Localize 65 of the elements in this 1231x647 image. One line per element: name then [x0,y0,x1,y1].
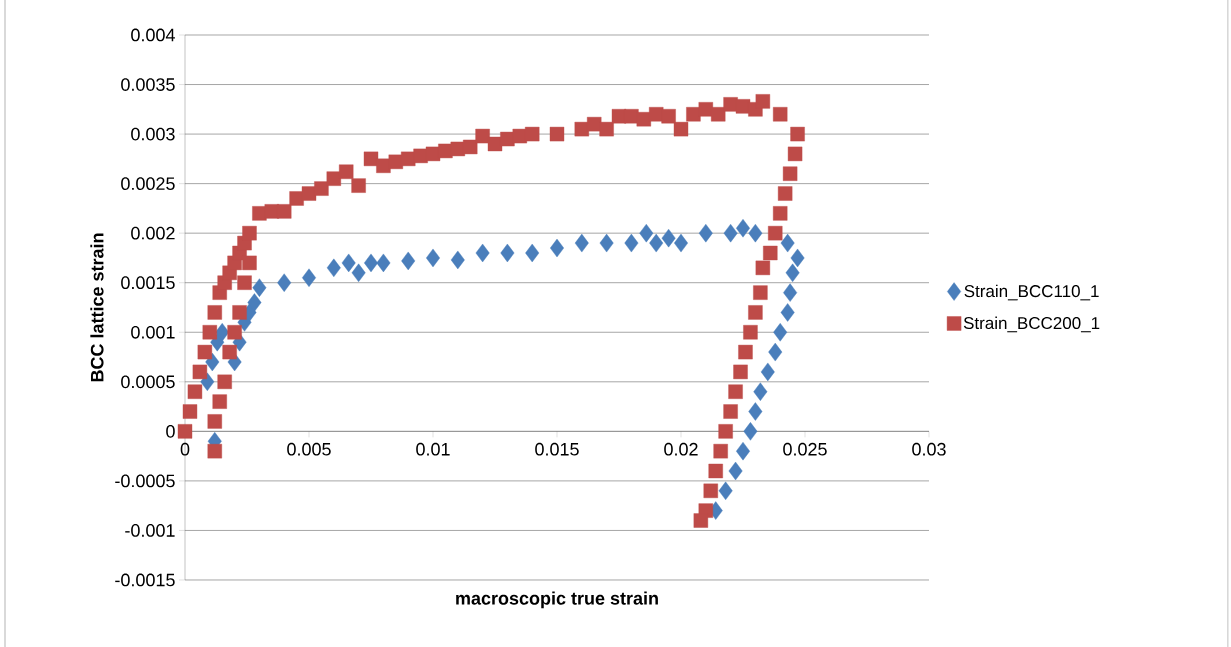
point [728,461,743,481]
point [624,233,639,253]
point [718,481,733,500]
point [401,251,416,271]
x-tick-label: 0.01 [416,442,450,456]
x-tick-label: 0.005 [287,442,331,456]
point [748,402,763,421]
point [753,382,768,401]
legend-label: Strain_BCC110_1 [964,284,1099,301]
point [661,228,676,248]
x-tick-label: 0.015 [535,442,579,456]
x-tick-label: 0.025 [783,442,827,456]
point [500,243,515,263]
y-axis-title: BCC lattice strain [90,233,104,382]
point [723,223,738,243]
point [773,323,788,342]
point [475,243,490,263]
x-tick-label: 0 [180,442,190,456]
point [748,223,763,243]
point [525,243,540,263]
y-tick-label: 0.004 [131,28,175,42]
y-tick-label: 0 [166,424,175,438]
y-tick-label: -0.001 [125,524,175,537]
point [698,223,713,243]
y-tick-label: -0.0005 [115,474,175,488]
y-tick-label: 0.003 [131,127,175,141]
point [302,268,316,287]
y-tick-label: 0.0005 [121,375,175,389]
point [326,258,341,278]
point [277,273,292,292]
point [550,238,564,258]
point [450,250,465,270]
y-tick-label: 0.001 [131,325,175,339]
point [790,248,805,268]
point [639,223,654,243]
y-tick-label: 0.0035 [121,78,175,91]
point [736,441,750,461]
point [341,253,356,273]
y-tick-label: 0.0025 [121,177,175,190]
point [351,263,366,283]
x-tick-label: 0.03 [912,442,946,456]
x-tick-label: 0.02 [664,442,698,456]
point [674,233,688,253]
point [768,342,783,362]
point [252,278,267,297]
point [780,233,795,253]
x-axis-title: macroscopic true strain [456,591,658,609]
point [783,283,798,302]
point [247,293,262,312]
point [574,233,589,253]
point [760,362,775,382]
point [649,233,664,253]
y-tick-label: 0.0015 [121,276,175,290]
point [364,253,378,273]
point [785,263,800,283]
point [780,303,795,322]
point [215,323,230,342]
point [599,233,614,253]
legend-label: Strain_BCC200_1 [963,316,1100,333]
point [376,253,391,273]
point [743,422,758,441]
y-tick-label: 0.002 [131,226,175,240]
y-tick-label: -0.0015 [115,573,175,587]
point [426,248,440,268]
point [736,219,750,238]
